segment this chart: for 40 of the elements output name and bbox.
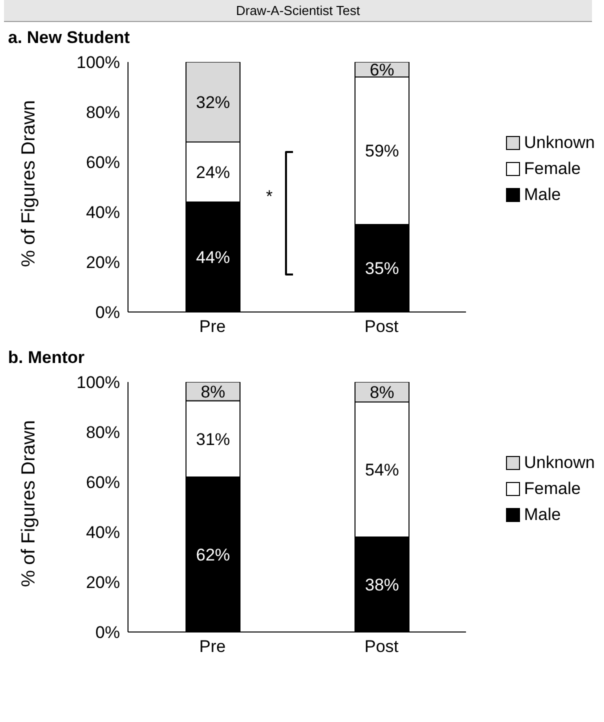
y-axis-title: % of Figures Drawn bbox=[18, 100, 40, 267]
y-tick-label: 100% bbox=[76, 373, 120, 392]
y-axis-title: % of Figures Drawn bbox=[18, 420, 40, 587]
x-tick-label: Pre bbox=[199, 317, 226, 336]
legend-label: Female bbox=[524, 159, 581, 179]
y-tick-label: 40% bbox=[86, 203, 120, 222]
y-tick-label: 80% bbox=[86, 423, 120, 442]
legend-label: Female bbox=[524, 479, 581, 499]
data-label: 6% bbox=[370, 60, 394, 80]
y-tick-label: 0% bbox=[95, 303, 120, 322]
y-tick-label: 60% bbox=[86, 473, 120, 492]
annotation: * bbox=[266, 187, 273, 207]
data-label: 44% bbox=[196, 248, 230, 267]
data-label: 62% bbox=[196, 545, 230, 564]
y-tick-label: 100% bbox=[76, 53, 120, 72]
data-label: 38% bbox=[364, 575, 400, 594]
y-tick-label: 60% bbox=[86, 153, 120, 172]
legend-label: Unknown bbox=[524, 133, 595, 153]
x-tick-label: Post bbox=[364, 317, 399, 336]
data-label: 59% bbox=[364, 142, 400, 161]
data-label: 24% bbox=[196, 162, 230, 182]
y-tick-label: 80% bbox=[86, 103, 120, 122]
data-label: 35% bbox=[364, 259, 400, 278]
data-label: 8% bbox=[200, 382, 226, 402]
chart-title: Draw-A-Scientist Test bbox=[4, 0, 592, 22]
legend-label: Unknown bbox=[524, 453, 595, 473]
x-tick-label: Post bbox=[364, 637, 399, 656]
y-tick-label: 40% bbox=[86, 523, 120, 542]
chart-title: b. Mentor bbox=[7, 347, 86, 369]
data-label: 8% bbox=[370, 382, 394, 402]
data-label: 32% bbox=[196, 92, 230, 112]
y-tick-label: 0% bbox=[95, 623, 120, 642]
chart-subtitle: a. New Student bbox=[7, 27, 131, 49]
y-tick-label: 20% bbox=[86, 573, 120, 592]
legend-label: Male bbox=[524, 505, 561, 525]
legend-label: Male bbox=[524, 185, 561, 205]
x-tick-label: Pre bbox=[199, 637, 226, 656]
data-label: 31% bbox=[196, 430, 230, 449]
y-tick-label: 20% bbox=[86, 253, 120, 272]
data-label: 54% bbox=[364, 460, 400, 480]
